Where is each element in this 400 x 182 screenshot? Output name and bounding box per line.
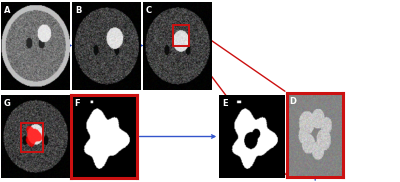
Text: F: F (74, 99, 80, 108)
Text: E: E (222, 99, 228, 108)
Bar (22, 123, 44, 152)
Text: G: G (4, 99, 10, 108)
Bar (174, 25, 189, 46)
Text: A: A (4, 6, 10, 15)
Text: D: D (290, 97, 296, 106)
Text: B: B (75, 6, 81, 15)
Text: C: C (146, 6, 152, 15)
